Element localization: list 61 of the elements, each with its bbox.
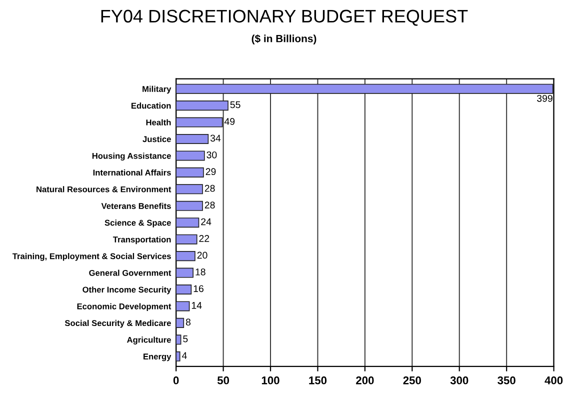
- data-label: 22: [199, 235, 210, 242]
- bar: [176, 100, 228, 111]
- bar: [176, 84, 554, 94]
- data-label: 29: [206, 168, 216, 176]
- y-tick-label: Economic Development: [77, 303, 172, 311]
- y-tick-label: Energy: [144, 354, 172, 362]
- bar: [176, 318, 184, 328]
- y-tick-label: Education: [132, 102, 171, 109]
- bar: [176, 134, 209, 144]
- data-label: 34: [210, 134, 221, 142]
- data-label: 14: [192, 302, 202, 309]
- y-tick-label: General Government: [89, 270, 172, 276]
- bar: [176, 117, 223, 128]
- data-label: 4: [182, 352, 187, 359]
- y-tick-label: Training, Employment & Social Services: [12, 253, 171, 261]
- data-label: 20: [197, 252, 208, 259]
- x-tick-label: 0: [173, 376, 179, 384]
- x-tick-label: 300: [450, 376, 468, 384]
- x-tick-label: 100: [262, 376, 280, 384]
- x-tick-label: 50: [217, 376, 230, 384]
- chart-subtitle: ($ in Billions): [252, 34, 316, 44]
- y-tick-label: Justice: [142, 136, 171, 142]
- chart-title: FY04 DISCRETIONARY BUDGET REQUEST: [101, 10, 468, 26]
- data-label: 5: [183, 335, 188, 342]
- y-tick-label: International Affairs: [93, 169, 171, 176]
- bar: [176, 234, 198, 244]
- data-label: 49: [224, 118, 235, 125]
- bar: [176, 167, 204, 178]
- x-tick-label: 200: [356, 376, 374, 384]
- y-tick-label: Other Income Security: [82, 286, 172, 294]
- y-tick-label: Natural Resources & Environment: [36, 186, 172, 192]
- bar: [176, 284, 192, 295]
- x-tick-label: 150: [309, 376, 327, 384]
- bar: [176, 251, 196, 262]
- y-tick-label: Agriculture: [126, 336, 171, 344]
- x-tick-label: 400: [544, 376, 563, 384]
- bar: [176, 268, 194, 278]
- bar: [176, 351, 180, 362]
- bar: [176, 150, 205, 161]
- x-tick-label: 350: [498, 376, 516, 384]
- y-tick-label: Health: [146, 119, 171, 126]
- bar: [176, 200, 203, 211]
- y-tick-label: Social Security & Medicare: [64, 320, 171, 328]
- data-label: 55: [230, 101, 240, 108]
- data-label: 18: [196, 268, 206, 276]
- y-tick-label: Science & Space: [104, 220, 171, 228]
- bar: [176, 184, 203, 194]
- data-label: 399: [537, 94, 552, 102]
- data-label: 16: [194, 285, 204, 292]
- y-tick-label: Veterans Benefits: [101, 202, 171, 209]
- y-tick-label: Military: [142, 86, 172, 94]
- data-label: 8: [186, 318, 191, 326]
- bar: [176, 301, 190, 312]
- y-tick-label: Transportation: [112, 236, 171, 244]
- y-tick-label: Housing Assistance: [92, 152, 171, 161]
- data-label: 28: [204, 184, 215, 192]
- bar: [176, 218, 200, 228]
- data-label: 24: [201, 218, 212, 226]
- data-label: 28: [204, 202, 215, 208]
- x-tick-label: 250: [403, 376, 421, 384]
- data-label: 30: [206, 151, 217, 158]
